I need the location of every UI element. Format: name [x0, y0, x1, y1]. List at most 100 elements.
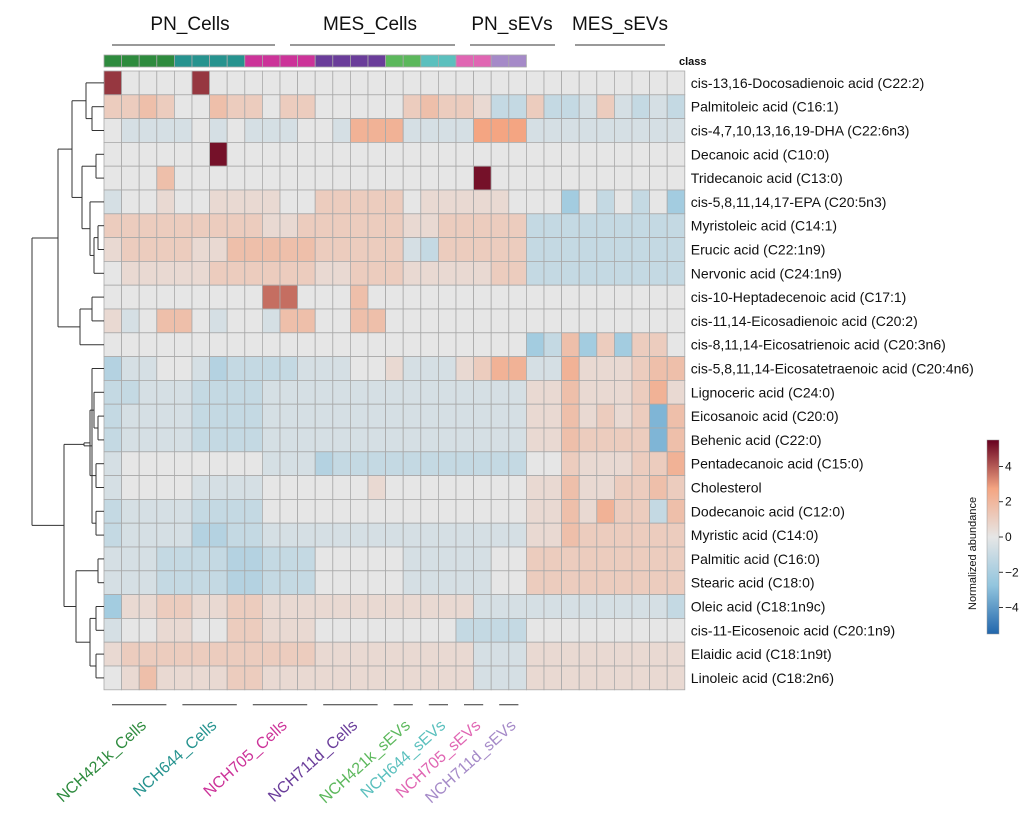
legend-tick-label: −4 — [1005, 601, 1019, 615]
heatmap-cell — [614, 570, 633, 595]
heatmap-cell — [103, 475, 123, 500]
heatmap-cell — [385, 618, 404, 643]
heatmap-cell — [385, 308, 404, 334]
heatmap-cell — [367, 118, 387, 143]
heatmap-cell — [526, 118, 545, 143]
heatmap-cell — [138, 594, 158, 619]
heatmap-cell — [649, 332, 668, 357]
heatmap-cell — [121, 94, 140, 120]
heatmap-cell — [226, 570, 246, 595]
heatmap-cell — [631, 498, 651, 524]
heatmap-cell — [402, 665, 422, 691]
heatmap-cell — [561, 403, 580, 429]
heatmap-cell — [473, 189, 492, 215]
row-label: Dodecanoic acid (C12:0) — [691, 503, 845, 519]
heatmap-cell — [314, 308, 334, 334]
heatmap-cell — [631, 237, 651, 262]
heatmap-cell — [314, 189, 334, 215]
heatmap-cell — [631, 284, 651, 310]
heatmap-cell — [614, 141, 633, 167]
heatmap-cell — [561, 356, 580, 381]
heatmap-cell — [261, 641, 281, 667]
heatmap-cell — [385, 356, 404, 381]
heatmap-cell — [191, 70, 211, 96]
heatmap-cell — [244, 237, 263, 262]
heatmap-cell — [173, 260, 193, 286]
heatmap-cell — [191, 165, 211, 191]
heatmap-cell — [209, 356, 228, 381]
heatmap-cell — [437, 451, 457, 476]
heatmap-cell — [121, 213, 140, 239]
heatmap-cell — [103, 451, 123, 476]
heatmap-cell — [349, 641, 369, 667]
heatmap-cell — [349, 141, 369, 167]
heatmap-cell — [261, 498, 281, 524]
heatmap-cell — [508, 165, 527, 191]
heatmap-cell — [261, 665, 281, 691]
heatmap-cell — [437, 356, 457, 381]
heatmap-cell — [631, 379, 651, 405]
heatmap-cell — [314, 356, 334, 381]
heatmap-cell — [578, 308, 598, 334]
heatmap-cell — [279, 308, 299, 334]
row-label: Cholesterol — [691, 480, 762, 496]
heatmap-cell — [455, 237, 475, 262]
heatmap-cell — [226, 332, 246, 357]
heatmap-cell — [173, 498, 193, 524]
heatmap-cell — [437, 308, 457, 334]
heatmap-cell — [490, 94, 510, 120]
heatmap-cell — [473, 118, 492, 143]
heatmap-cell — [649, 237, 668, 262]
heatmap-cell — [367, 641, 387, 667]
heatmap-cell — [332, 237, 351, 262]
heatmap-cell — [385, 379, 404, 405]
heatmap-cell — [191, 189, 211, 215]
heatmap-cell — [455, 332, 475, 357]
class-bar-cell — [226, 54, 246, 68]
heatmap-cell — [631, 118, 651, 143]
heatmap-cell — [437, 165, 457, 191]
heatmap-cell — [649, 451, 668, 476]
heatmap-cell — [473, 498, 492, 524]
heatmap-cell — [543, 379, 563, 405]
heatmap-cell — [173, 141, 193, 167]
heatmap-cell — [437, 475, 457, 500]
heatmap-cell — [455, 141, 475, 167]
heatmap-cell — [121, 237, 140, 262]
heatmap-cell — [209, 308, 228, 334]
heatmap-cell — [578, 546, 598, 572]
class-bar-cell — [437, 54, 457, 68]
row-label: cis-11-Eicosenoic acid (C20:1n9) — [691, 622, 895, 638]
heatmap-cell — [473, 332, 492, 357]
class-bar-cell — [279, 54, 299, 68]
heatmap-cell — [367, 260, 387, 286]
heatmap-cell — [543, 260, 563, 286]
class-bar-cell — [473, 54, 492, 68]
heatmap-cell — [156, 475, 175, 500]
legend-tick-label: 4 — [1005, 460, 1012, 474]
heatmap-cell — [526, 379, 545, 405]
heatmap-cell — [121, 570, 140, 595]
heatmap-cell — [279, 141, 299, 167]
heatmap-cell — [385, 94, 404, 120]
row-label: Oleic acid (C18:1n9c) — [691, 599, 826, 615]
heatmap-cell — [437, 570, 457, 595]
heatmap-cell — [385, 498, 404, 524]
heatmap-cell — [209, 546, 228, 572]
heatmap-cell — [173, 451, 193, 476]
heatmap-cell — [209, 427, 228, 453]
heatmap-cell — [349, 332, 369, 357]
heatmap-cell — [649, 594, 668, 619]
heatmap-cell — [596, 594, 615, 619]
heatmap-cell — [578, 427, 598, 453]
heatmap-cell — [297, 94, 316, 120]
heatmap-cell — [649, 260, 668, 286]
heatmap-cell — [631, 213, 651, 239]
heatmap-cell — [244, 284, 263, 310]
heatmap-cell — [209, 94, 228, 120]
heatmap-cell — [402, 475, 422, 500]
heatmap-cell — [314, 165, 334, 191]
heatmap-cell — [508, 379, 527, 405]
heatmap-cell — [156, 237, 175, 262]
heatmap-cell — [561, 546, 580, 572]
